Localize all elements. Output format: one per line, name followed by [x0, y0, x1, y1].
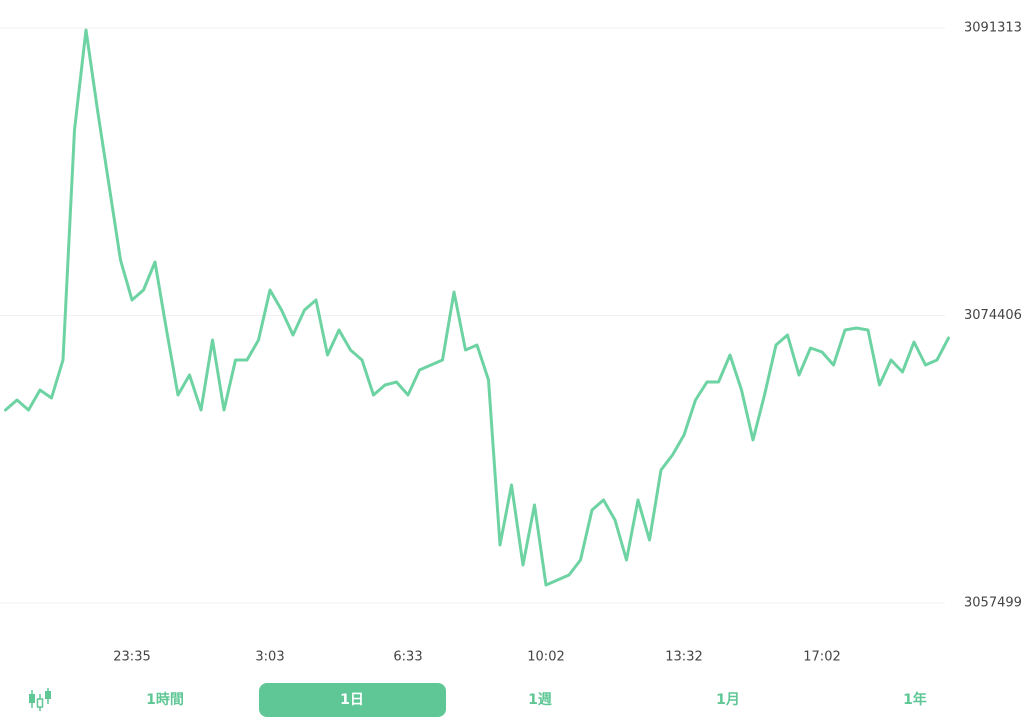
period-tab-selected[interactable]	[259, 683, 446, 717]
y-tick-label: 3091313	[964, 21, 1022, 36]
x-tick-label: 17:02	[803, 650, 840, 665]
period-tab[interactable]: 1年	[903, 691, 927, 708]
price-line	[4, 28, 950, 587]
x-tick-label: 3:03	[255, 650, 284, 665]
y-tick-label: 3057499	[964, 596, 1022, 611]
x-tick-label: 6:33	[393, 650, 422, 665]
y-tick-label: 3074406	[964, 308, 1022, 323]
candle-icon[interactable]	[29, 688, 51, 711]
period-tab[interactable]: 1月	[716, 692, 740, 708]
period-tab[interactable]: 1日	[340, 692, 364, 708]
period-tab[interactable]: 1時間	[146, 691, 184, 708]
x-tick-label: 10:02	[527, 650, 564, 665]
x-tick-label: 23:35	[113, 650, 150, 665]
x-tick-label: 13:32	[665, 650, 702, 665]
period-tab[interactable]: 1週	[528, 692, 552, 708]
